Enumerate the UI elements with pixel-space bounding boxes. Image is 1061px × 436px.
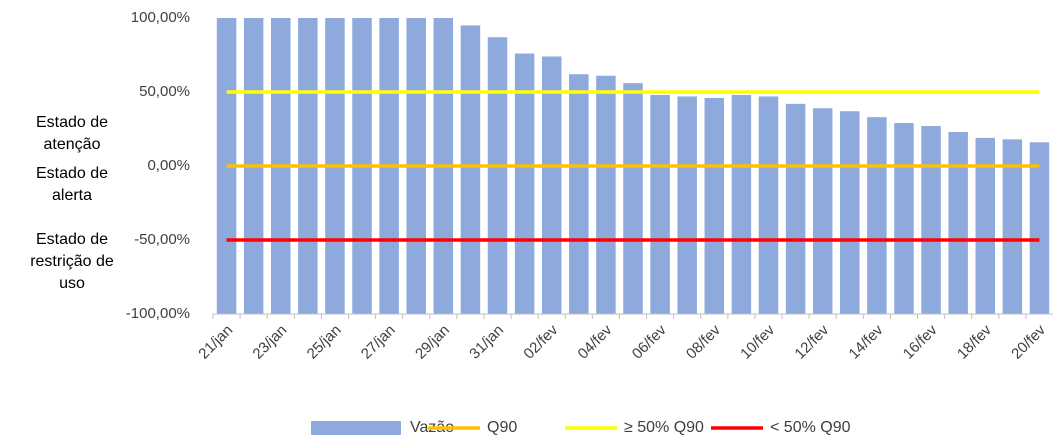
bar: [758, 96, 779, 314]
bar: [894, 123, 914, 314]
x-tick-label: 10/fev: [737, 321, 778, 362]
bar: [514, 53, 535, 315]
annotation: uso: [59, 275, 85, 292]
bar: [948, 131, 968, 314]
x-tick-label: 29/jan: [412, 322, 453, 363]
annotation: atenção: [44, 136, 101, 153]
x-tick-label: 23/jan: [249, 322, 290, 363]
bar: [975, 137, 996, 314]
x-tick-label: 20/fev: [1008, 321, 1049, 362]
y-tick-label: 100,00%: [131, 9, 190, 26]
x-tick-label: 21/jan: [195, 322, 236, 363]
bar: [785, 103, 806, 314]
bar: [1002, 139, 1023, 314]
x-tick-label: 27/jan: [358, 322, 399, 363]
legend-label: Q90: [487, 419, 517, 436]
bar: [650, 94, 670, 315]
x-tick-label: 06/fev: [629, 321, 670, 362]
legend-label: < 50% Q90: [770, 419, 851, 436]
y-tick-label: 0,00%: [147, 157, 190, 174]
annotation: Estado de: [36, 165, 108, 182]
x-tick-label: 31/jan: [466, 322, 507, 363]
bar: [704, 97, 725, 314]
bar: [840, 111, 860, 315]
legend-swatch: [311, 421, 401, 435]
x-tick-label: 25/jan: [304, 322, 345, 363]
annotation: alerta: [52, 187, 92, 204]
bar: [460, 25, 481, 315]
bar: [677, 96, 697, 314]
x-tick-label: 04/fev: [575, 321, 616, 362]
bar: [569, 74, 589, 315]
y-tick-label: -50,00%: [134, 231, 190, 248]
bar: [867, 117, 887, 314]
x-tick-label: 18/fev: [954, 321, 995, 362]
bar: [487, 37, 508, 315]
annotation: restrição de: [30, 253, 114, 270]
annotation: Estado de: [36, 231, 108, 248]
bar: [921, 126, 941, 314]
x-tick-label: 02/fev: [520, 321, 561, 362]
y-tick-label: -100,00%: [126, 305, 190, 322]
x-tick-label: 16/fev: [900, 321, 941, 362]
x-tick-label: 12/fev: [791, 321, 832, 362]
bar: [596, 75, 616, 314]
annotation: Estado de: [36, 114, 108, 131]
x-tick-label: 14/fev: [846, 321, 887, 362]
bar: [623, 83, 643, 315]
y-tick-label: 50,00%: [139, 83, 190, 100]
legend-label: ≥ 50% Q90: [624, 419, 704, 436]
bar: [812, 108, 833, 314]
x-tick-label: 08/fev: [683, 321, 724, 362]
bar: [541, 56, 562, 314]
bar: [1029, 142, 1050, 314]
bar: [731, 94, 752, 315]
